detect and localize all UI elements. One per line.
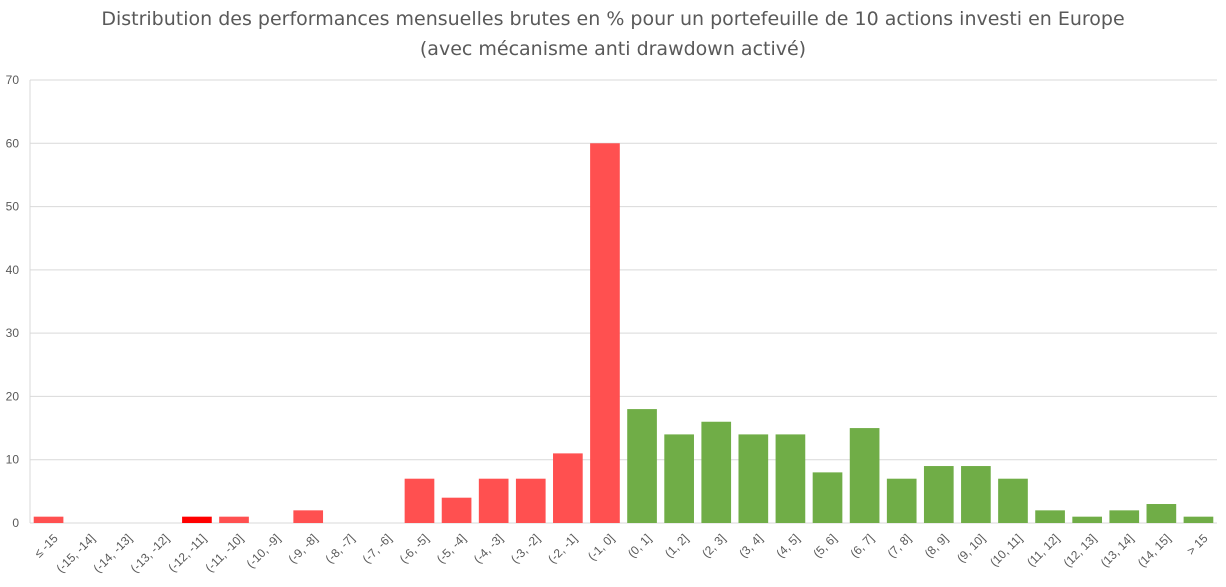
- y-tick-label: 40: [6, 263, 20, 277]
- x-tick-label: (0, 1]: [625, 531, 654, 560]
- bar: [1109, 510, 1140, 523]
- bar: [1072, 516, 1103, 523]
- bar: [478, 478, 509, 523]
- x-tick-label: (-4, -3]: [471, 531, 506, 566]
- bar: [590, 143, 620, 524]
- x-tick-label: (-14, -13]: [91, 531, 135, 575]
- x-tick-label: (13, 14]: [1098, 531, 1137, 570]
- x-tick-label: > 15: [1184, 531, 1211, 558]
- y-tick-label: 70: [6, 73, 20, 87]
- x-tick-label: (14, 15]: [1135, 531, 1174, 570]
- x-tick-label: (-13, -12]: [128, 531, 172, 575]
- y-tick-label: 30: [6, 326, 20, 340]
- bar: [701, 421, 732, 523]
- x-tick-label: (11, 12]: [1024, 531, 1062, 569]
- y-tick-label: 10: [6, 453, 20, 467]
- x-tick-label: (6, 7]: [847, 531, 876, 560]
- x-tick-label: (-5, -4]: [434, 531, 469, 566]
- bar: [293, 510, 324, 523]
- bar: [404, 478, 435, 523]
- bar: [1146, 504, 1177, 523]
- x-tick-label: (9, 10]: [954, 531, 988, 565]
- bar: [812, 472, 843, 523]
- chart-title: Distribution des performances mensuelles…: [101, 8, 1125, 30]
- x-tick-label: (8, 9]: [922, 531, 951, 560]
- bar: [738, 434, 769, 523]
- x-tick-label: (-12, -11]: [165, 531, 209, 575]
- x-tick-label: (10, 11]: [987, 531, 1025, 569]
- x-tick-label: (-11, -10]: [202, 531, 246, 575]
- bar: [849, 428, 880, 523]
- x-tick-label: ≤ -15: [31, 531, 60, 560]
- bar: [1183, 516, 1214, 523]
- x-tick-label: (-15, -14]: [53, 531, 97, 575]
- x-tick-label: (-9, -8]: [285, 531, 320, 566]
- y-tick-label: 20: [6, 389, 20, 403]
- x-tick-label: (-8, -7]: [323, 531, 358, 566]
- x-tick-label: (3, 4]: [736, 531, 765, 560]
- y-tick-label: 0: [12, 516, 19, 530]
- bar: [219, 516, 249, 523]
- x-tick-label: (4, 5]: [773, 531, 802, 560]
- x-tick-label: (-3, -2]: [508, 531, 543, 566]
- bar: [441, 497, 472, 523]
- y-axis-ticks: 0 10 20 30 40 50 60 70: [6, 73, 20, 530]
- x-tick-label: (-10, -9]: [244, 531, 284, 571]
- x-tick-label: (5, 6]: [810, 531, 839, 560]
- gridlines: [29, 79, 1217, 524]
- chart-subtitle: (avec mécanisme anti drawdown activé): [419, 38, 807, 60]
- bar: [961, 466, 991, 523]
- bar: [775, 434, 806, 523]
- bar: [923, 466, 954, 523]
- x-tick-label: (-6, -5]: [397, 531, 432, 566]
- bar: [664, 434, 694, 523]
- x-axis-ticks: ≤ -15(-15, -14](-14, -13](-13, -12](-12,…: [31, 531, 1210, 576]
- bar: [998, 478, 1028, 523]
- bar: [33, 516, 64, 523]
- bar: [627, 409, 657, 523]
- bar: [553, 453, 583, 523]
- y-tick-label: 60: [6, 136, 20, 150]
- x-tick-label: (-1, 0]: [585, 531, 617, 563]
- bar: [182, 516, 212, 523]
- x-tick-label: (2, 3]: [699, 531, 728, 560]
- bar: [886, 478, 917, 523]
- y-tick-label: 50: [6, 200, 20, 214]
- bars: [33, 143, 1214, 524]
- bar: [515, 478, 546, 523]
- x-tick-label: (1, 2]: [662, 531, 691, 560]
- x-tick-label: (-2, -1]: [545, 531, 580, 566]
- x-tick-label: (7, 8]: [885, 531, 914, 560]
- x-tick-label: (-7, -6]: [360, 531, 395, 566]
- bar: [1035, 510, 1065, 523]
- x-tick-label: (12, 13]: [1061, 531, 1100, 570]
